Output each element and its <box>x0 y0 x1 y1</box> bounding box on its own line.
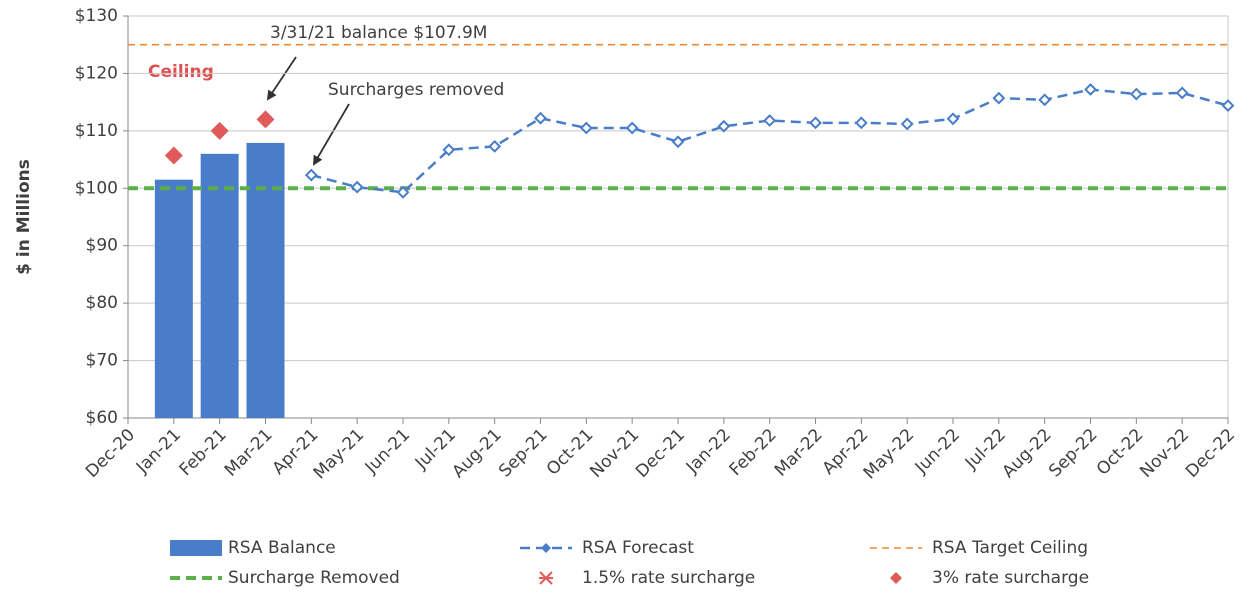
line-marker <box>579 121 593 135</box>
line-marker <box>625 121 639 135</box>
x-tick-label: Dec-21 <box>632 425 689 482</box>
x-tick-label: Aug-22 <box>998 425 1055 482</box>
line-marker <box>809 116 822 130</box>
x-tick-label: Jan-21 <box>132 425 185 478</box>
line <box>311 88 1229 194</box>
x-tick-label: Sep-21 <box>495 425 551 481</box>
legend-swatch <box>170 540 222 556</box>
x-tick-label: Nov-21 <box>586 425 643 482</box>
legend-swatch <box>541 543 551 553</box>
bar <box>154 179 193 418</box>
line-marker <box>442 143 456 157</box>
line-marker <box>1175 86 1189 100</box>
line-marker <box>1084 83 1097 96</box>
legend-label: 1.5% rate surcharge <box>582 568 755 588</box>
x-tick-label: Jun-22 <box>911 425 964 478</box>
legend-swatch <box>539 571 553 585</box>
x-tick-label: Mar-22 <box>771 425 827 481</box>
x-tick-label: Mar-21 <box>221 425 277 481</box>
annotation: 3/31/21 balance $107.9M <box>270 23 487 43</box>
annotation: Ceiling <box>148 62 214 82</box>
legend-label: Surcharge Removed <box>228 568 400 588</box>
y-axis-label: $ in Millions <box>14 159 34 275</box>
y-tick-label: $120 <box>75 63 118 83</box>
legend-label: RSA Balance <box>228 538 336 558</box>
legend-label: RSA Forecast <box>582 538 694 558</box>
arrow <box>266 56 297 101</box>
line-marker <box>396 185 410 199</box>
y-tick-label: $100 <box>75 178 118 198</box>
point <box>164 146 183 165</box>
bar <box>246 142 285 418</box>
x-tick-label: Nov-22 <box>1136 425 1193 482</box>
x-tick-label: Sep-22 <box>1045 425 1101 481</box>
y-tick-label: $110 <box>75 121 118 141</box>
y-tick-label: $70 <box>86 351 118 371</box>
line-marker <box>763 114 777 127</box>
line-marker <box>1129 87 1143 101</box>
arrow <box>312 103 350 166</box>
y-tick-label: $90 <box>86 236 118 256</box>
x-tick-label: Jun-21 <box>361 425 414 478</box>
x-tick-label: Feb-22 <box>726 425 781 480</box>
line-marker <box>1221 99 1235 113</box>
legend-swatch <box>890 572 902 584</box>
point <box>210 121 229 140</box>
line-marker <box>488 139 502 153</box>
line-marker <box>304 168 318 182</box>
x-tick-label: Dec-20 <box>82 425 139 482</box>
line-marker <box>1038 93 1052 107</box>
line-marker <box>534 111 547 125</box>
x-tick-label: Jan-22 <box>682 425 735 478</box>
annotation: Surcharges removed <box>328 80 504 100</box>
line-marker <box>946 112 960 126</box>
x-tick-label: May-22 <box>860 425 918 483</box>
x-tick-label: Dec-22 <box>1182 425 1239 482</box>
y-tick-label: $130 <box>75 6 118 26</box>
legend-label: RSA Target Ceiling <box>932 538 1088 558</box>
x-tick-label: Feb-21 <box>176 425 231 480</box>
y-tick-label: $80 <box>86 293 118 313</box>
line-marker <box>900 117 914 131</box>
y-tick-label: $60 <box>86 408 118 428</box>
line-marker <box>992 91 1006 105</box>
bar <box>200 153 239 419</box>
legend-label: 3% rate surcharge <box>932 568 1089 588</box>
line-marker <box>854 116 868 130</box>
line-marker <box>350 180 364 194</box>
x-tick-label: Aug-21 <box>448 425 505 482</box>
line-marker <box>717 119 731 133</box>
line-marker <box>671 135 685 149</box>
point <box>256 110 275 129</box>
x-tick-label: May-21 <box>310 425 368 483</box>
